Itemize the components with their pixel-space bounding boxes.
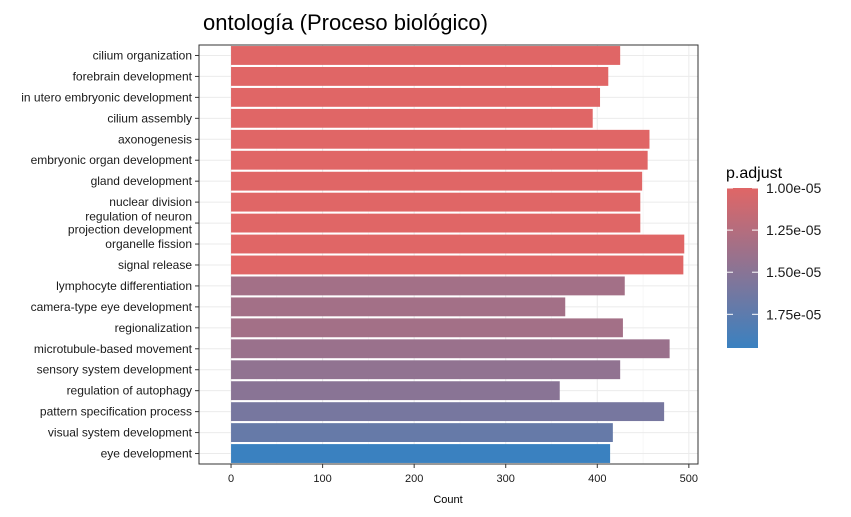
bar	[231, 171, 643, 191]
x-axis-label: Count	[433, 494, 462, 506]
plot-background	[199, 45, 698, 464]
bar	[231, 402, 665, 422]
y-tick-label: axonogenesis	[118, 132, 192, 146]
y-tick-label: visual system development	[48, 426, 193, 440]
x-tick-label: 300	[497, 473, 515, 485]
bars	[198, 44, 699, 465]
y-tick-label: cilium assembly	[107, 111, 192, 125]
y-tick-label: gland development	[91, 174, 193, 188]
legend-tick-label: 1.50e-05	[766, 264, 821, 280]
bar	[231, 318, 623, 338]
y-tick-label: eye development	[101, 447, 193, 461]
bar	[231, 108, 593, 128]
y-tick-label: lymphocyte differentiation	[56, 279, 192, 293]
plot-area	[199, 45, 698, 464]
bar	[231, 381, 560, 401]
bar	[231, 297, 566, 317]
y-tick-label: pattern specification process	[40, 405, 192, 419]
y-tick-label: in utero embryonic development	[21, 90, 192, 104]
x-tick-label: 0	[228, 473, 234, 485]
bar	[231, 444, 611, 463]
bar	[231, 255, 684, 275]
bar	[231, 339, 670, 359]
bar	[231, 234, 685, 254]
x-tick-label: 100	[313, 473, 331, 485]
legend-tick-label: 1.00e-05	[766, 180, 821, 196]
y-tick-label: microtubule-based movement	[34, 342, 193, 356]
bar	[231, 129, 650, 149]
bar	[231, 213, 641, 233]
bar	[231, 87, 601, 107]
chart-title: ontología (Proceso biológico)	[203, 10, 488, 35]
x-tick-label: 500	[680, 473, 698, 485]
y-tick-label: signal release	[118, 258, 192, 272]
y-tick-label: camera-type eye development	[31, 300, 193, 314]
plot-border	[198, 44, 699, 465]
y-tick-label: organelle fission	[105, 237, 192, 251]
y-tick-label: regulation of neuron projection developme…	[68, 210, 193, 237]
y-axis: cilium organization forebrain development…	[21, 48, 199, 461]
y-tick-label: regionalization	[115, 321, 192, 335]
x-axis: 0 100 200 300 400 500	[228, 464, 698, 485]
legend-tick-label: 1.75e-05	[766, 306, 821, 322]
color-legend: p.adjust 1.00e-05 1.25e-05 1.50e-05 1.75e-0…	[726, 165, 821, 348]
y-tick-label: cilium organization	[93, 48, 192, 62]
y-tick-label: embryonic organ development	[31, 153, 193, 167]
y-tick-label: nuclear division	[109, 195, 192, 209]
x-tick-label: 200	[405, 473, 423, 485]
bar	[231, 192, 641, 212]
legend-colorbar	[727, 188, 758, 348]
bar	[231, 46, 621, 65]
y-tick-label: sensory system development	[37, 363, 193, 377]
bar	[231, 360, 621, 380]
legend-tick-label: 1.25e-05	[766, 222, 821, 238]
y-tick-label: forebrain development	[73, 69, 193, 83]
x-tick-label: 400	[588, 473, 606, 485]
legend-title: p.adjust	[726, 165, 783, 182]
bar	[231, 276, 625, 296]
y-tick-label: regulation of autophagy	[67, 384, 192, 398]
bar	[231, 66, 609, 86]
bar	[231, 423, 613, 443]
bar	[231, 150, 648, 170]
